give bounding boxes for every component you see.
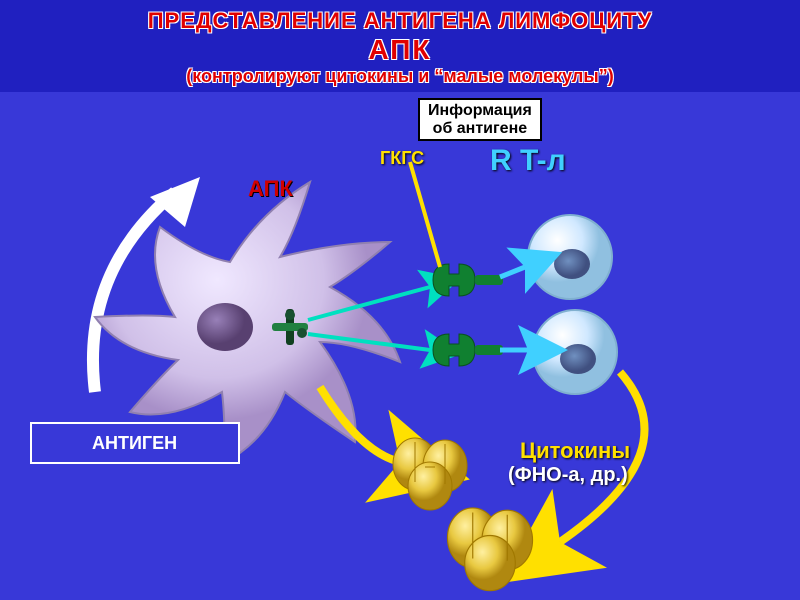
lymphocyte-icon [528, 215, 612, 299]
header: ПРЕДСТАВЛЕНИЕ АНТИГЕНА ЛИМФОЦИТУ АПК (ко… [0, 0, 800, 91]
gkgs-label: ГКГС [380, 148, 424, 169]
antigen-box: АНТИГЕН [30, 422, 240, 464]
subtitle: (контролируют цитокины и “малые молекулы… [0, 66, 800, 87]
receptor-icon [433, 264, 503, 296]
lymphocyte-icon [533, 310, 617, 394]
diagram-area: Информация об антигене ГКГС R T-л АПК Ци… [0, 92, 800, 600]
cytokines-sub-label: (ФНО-а, др.) [508, 464, 628, 487]
cytokines-label: Цитокины [520, 438, 630, 464]
info-line2: об антигене [428, 120, 532, 138]
cytokine-cluster-icon [393, 438, 467, 510]
antigen-label: АНТИГЕН [92, 433, 177, 454]
title-line2: АПК [0, 34, 800, 66]
rtl-label: R T-л [490, 144, 566, 178]
info-line1: Информация [428, 102, 532, 120]
info-box: Информация об антигене [418, 98, 542, 141]
receptor-icon [433, 334, 503, 366]
apk-label: АПК [248, 176, 293, 202]
cytokine-cluster-icon [447, 508, 532, 591]
title-line1: ПРЕДСТАВЛЕНИЕ АНТИГЕНА ЛИМФОЦИТУ [0, 8, 800, 34]
